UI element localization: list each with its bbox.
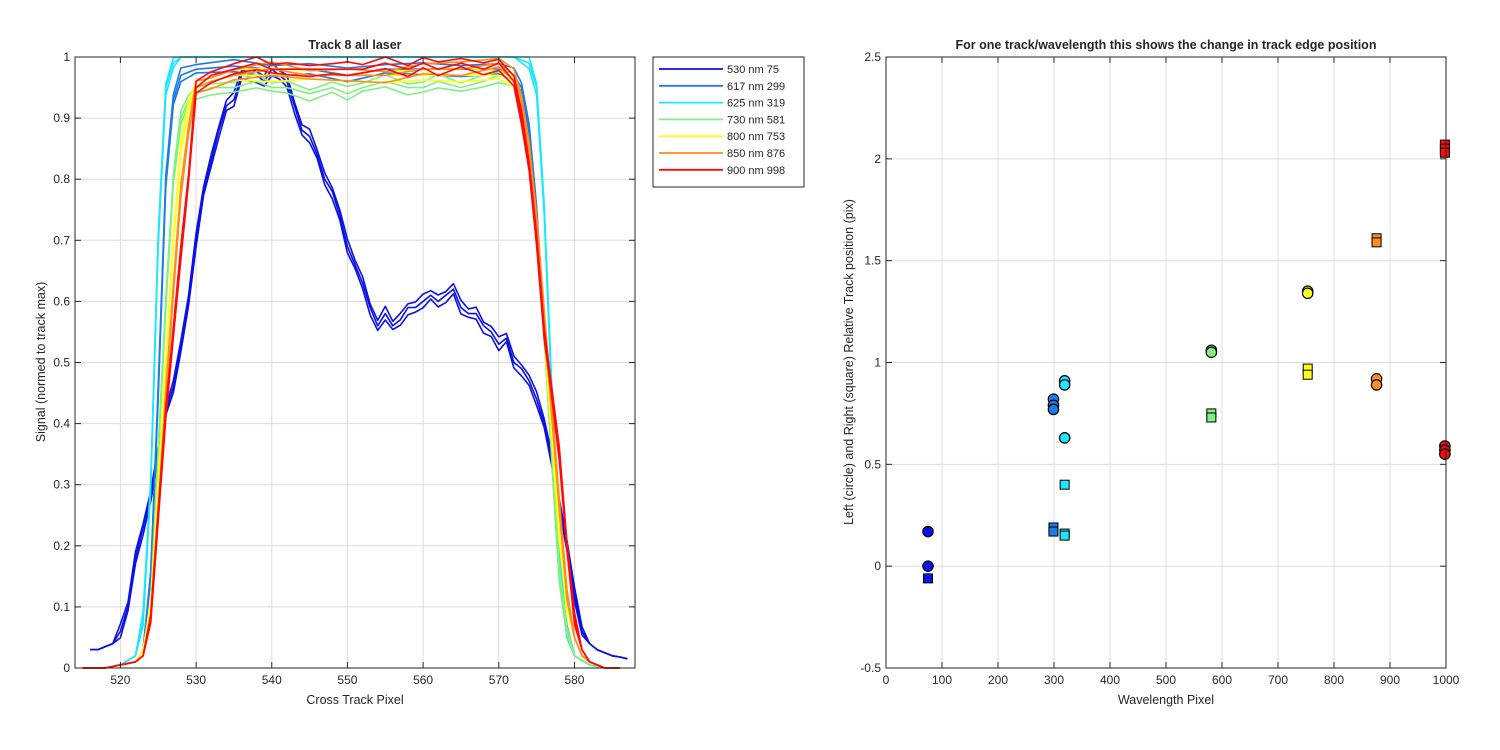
x-tick-label: 500: [1156, 673, 1176, 687]
left-edge-point: [1058, 379, 1071, 391]
y-tick-label: 1: [63, 50, 70, 64]
x-tick-label: 800: [1324, 673, 1344, 687]
x-tick-label: 0: [883, 673, 890, 687]
legend: 530 nm 75 617 nm 299 625 nm 319 730 nm 581 8…: [652, 56, 805, 188]
legend-entry: 800 nm 753: [727, 131, 785, 143]
y-axis-label: Left (circle) and Right (square) Relativ…: [842, 199, 856, 525]
x-axis-label: Wavelength Pixel: [1118, 693, 1214, 707]
right-edge-point: [1048, 526, 1059, 537]
legend-entry: 850 nm 876: [727, 148, 785, 160]
y-tick-label: 2: [874, 152, 881, 166]
ticks: 0 100 200 300 400 500 600 700 800 900 1000-0.500.5…: [860, 50, 1459, 687]
y-tick-label: 0.7: [53, 233, 70, 247]
left-edge-point: [922, 525, 934, 538]
right-edge-point: [1371, 237, 1382, 248]
legend-entry: 730 nm 581: [727, 114, 785, 126]
ticks: 520 530 540 550 560 570 580 0 0.1 0.2 0.3 0.4 0.5 0.6…: [53, 50, 635, 687]
series-line-530-nm-75: [90, 61, 628, 660]
legend-entry: 900 nm 998: [727, 165, 785, 177]
legend-entry: 530 nm 75: [727, 64, 779, 76]
x-axis-label: Cross Track Pixel: [306, 693, 403, 707]
signal-line-chart: 520 530 540 550 560 570 580 0 0.1 0.2 0.3 0.4 0.5 0.6…: [34, 38, 805, 707]
left-edge-point: [1058, 432, 1071, 444]
right-edge-point: [1059, 479, 1070, 490]
edge-position-scatter-chart: 0 100 200 300 400 500 600 700 800 900 1000-0.500.5…: [842, 38, 1460, 707]
y-tick-label: 0.1: [53, 600, 70, 614]
y-tick-label: 2.5: [864, 50, 881, 64]
chart-title: For one track/wavelength this shows the …: [956, 38, 1377, 52]
y-tick-label: 1: [874, 356, 881, 370]
y-tick-label: 0: [874, 559, 881, 573]
x-tick-label: 400: [1100, 673, 1120, 687]
left-edge-point: [1047, 403, 1060, 416]
y-tick-label: -0.5: [860, 661, 881, 675]
series-line-900-nm-998: [82, 56, 620, 669]
legend-entry: 625 nm 319: [727, 98, 785, 110]
right-edge-point: [1302, 369, 1313, 380]
left-edge-point: [1205, 346, 1218, 359]
x-tick-label: 900: [1380, 673, 1400, 687]
series-line-530-nm-75: [90, 74, 628, 660]
series-group: [82, 56, 628, 669]
x-tick-label: 200: [988, 673, 1008, 687]
x-tick-label: 530: [186, 673, 206, 687]
legend-box: [652, 56, 805, 188]
x-tick-label: 570: [489, 673, 509, 687]
x-tick-label: 300: [1044, 673, 1064, 687]
x-tick-label: 600: [1212, 673, 1232, 687]
left-edge-point: [1439, 448, 1451, 460]
y-tick-label: 0.4: [53, 417, 70, 431]
x-tick-label: 700: [1268, 673, 1288, 687]
left-edge-point: [1370, 379, 1383, 391]
right-edge-point: [923, 573, 933, 584]
right-edge-point: [1439, 147, 1450, 158]
left-edge-point: [922, 560, 934, 572]
y-axis-label: Signal (normed to track max): [34, 282, 48, 442]
legend-entry: 617 nm 299: [727, 81, 785, 93]
chart-title: Track 8 all laser: [308, 38, 401, 52]
y-tick-label: 0.6: [53, 294, 70, 308]
y-tick-label: 0.9: [53, 111, 70, 125]
y-tick-label: 0.3: [53, 478, 70, 492]
points-group: [922, 139, 1451, 584]
right-edge-point: [1206, 412, 1217, 423]
x-tick-label: 560: [413, 673, 433, 687]
x-tick-label: 520: [110, 673, 130, 687]
y-tick-label: 0: [63, 661, 70, 675]
left-edge-point: [1301, 287, 1314, 300]
right-edge-point: [1059, 530, 1070, 541]
x-tick-label: 100: [932, 673, 952, 687]
x-tick-label: 540: [262, 673, 282, 687]
y-tick-label: 0.5: [864, 457, 881, 471]
y-tick-label: 0.2: [53, 539, 70, 553]
x-tick-label: 550: [337, 673, 357, 687]
x-tick-label: 1000: [1433, 673, 1460, 687]
y-tick-label: 0.8: [53, 172, 70, 186]
y-tick-label: 0.5: [53, 356, 70, 370]
y-tick-label: 1.5: [864, 254, 881, 268]
x-tick-label: 580: [564, 673, 584, 687]
